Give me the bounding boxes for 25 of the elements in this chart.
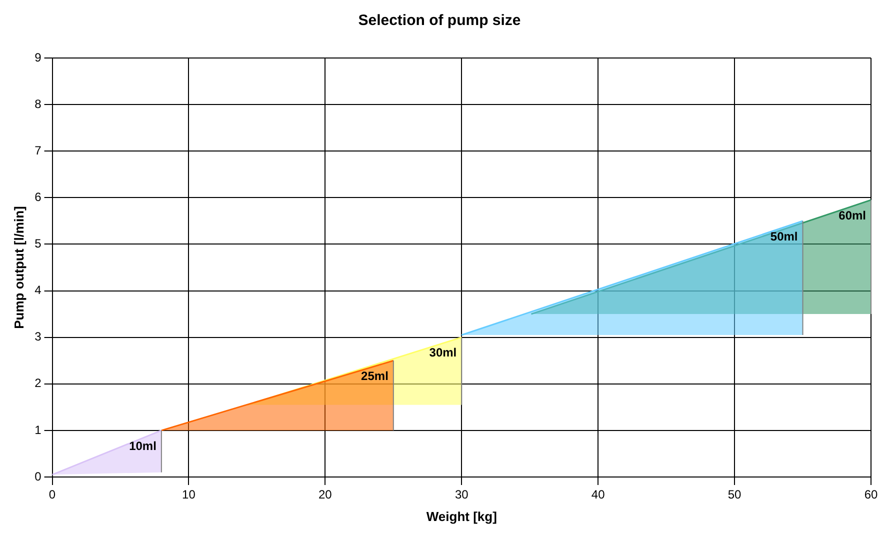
- y-tick-label: 7: [34, 143, 42, 158]
- y-tick-label: 1: [34, 422, 42, 437]
- x-tick-label: 0: [48, 488, 56, 502]
- x-tick-label: 50: [728, 488, 742, 502]
- y-tick-label: 9: [34, 50, 42, 64]
- y-tick-label: 3: [34, 330, 42, 344]
- y-axis-title: Pump output [l/min]: [11, 206, 26, 329]
- x-tick-label: 30: [454, 488, 469, 502]
- series-label: 50ml: [770, 229, 798, 244]
- x-tick-label: 60: [864, 488, 878, 502]
- chart-title: Selection of pump size: [358, 12, 521, 30]
- y-tick-label: 8: [34, 96, 42, 111]
- series-label: 25ml: [361, 368, 388, 383]
- series-label: 60ml: [838, 208, 866, 222]
- series-label: 30ml: [429, 346, 457, 360]
- x-tick-label: 20: [318, 488, 332, 502]
- x-tick-label: 10: [182, 488, 196, 502]
- x-tick-label: 40: [591, 488, 606, 502]
- y-tick-label: 6: [34, 190, 42, 204]
- x-axis-title: Weight [kg]: [426, 508, 497, 524]
- y-tick-label: 5: [34, 236, 42, 251]
- series-label: 10ml: [129, 438, 156, 453]
- y-tick-label: 2: [34, 376, 42, 390]
- y-tick-label: 4: [34, 283, 42, 298]
- y-tick-label: 0: [34, 469, 42, 484]
